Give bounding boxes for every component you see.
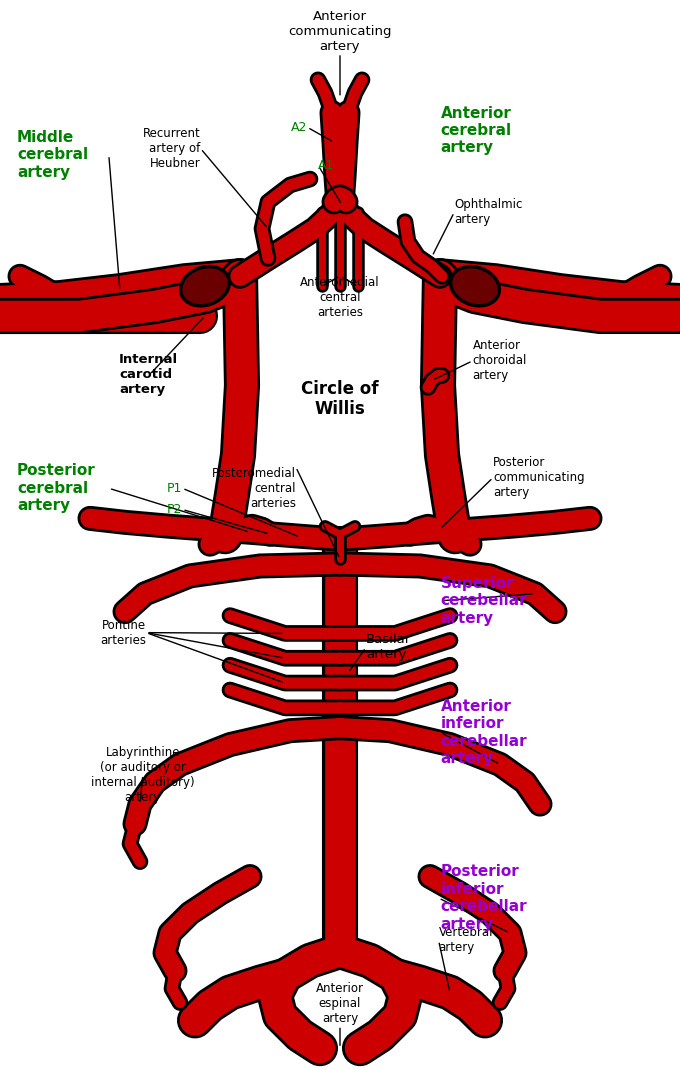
Text: Posterior
communicating
artery: Posterior communicating artery bbox=[493, 456, 585, 499]
Text: Anterior
inferior
cerebellar
artery: Anterior inferior cerebellar artery bbox=[441, 699, 527, 766]
Text: Ophthalmic
artery: Ophthalmic artery bbox=[454, 198, 523, 226]
Text: Posterior
cerebral
artery: Posterior cerebral artery bbox=[17, 463, 96, 514]
Text: Anteromedial
central
arteries: Anteromedial central arteries bbox=[300, 276, 380, 319]
Text: Anterior
choroidal
artery: Anterior choroidal artery bbox=[473, 339, 527, 382]
Text: Basilar
artery: Basilar artery bbox=[366, 633, 411, 661]
Text: Posterior
inferior
cerebellar
artery: Posterior inferior cerebellar artery bbox=[441, 865, 527, 932]
Text: Superior
cerebellar
artery: Superior cerebellar artery bbox=[441, 576, 527, 626]
Text: Posteromedial
central
arteries: Posteromedial central arteries bbox=[211, 467, 296, 510]
Text: Circle of
Willis: Circle of Willis bbox=[301, 380, 379, 418]
Text: Pontine
arteries: Pontine arteries bbox=[100, 618, 146, 646]
Text: A2: A2 bbox=[291, 121, 307, 134]
Text: Labyrinthine
(or auditory or
internal auditory)
artery: Labyrinthine (or auditory or internal au… bbox=[91, 746, 194, 804]
Text: Middle
cerebral
artery: Middle cerebral artery bbox=[17, 129, 88, 180]
Text: A1: A1 bbox=[318, 159, 335, 172]
Text: P2: P2 bbox=[167, 503, 182, 516]
Text: Vertebral
artery: Vertebral artery bbox=[439, 927, 493, 954]
Text: Recurrent
artery of
Heubner: Recurrent artery of Heubner bbox=[143, 127, 201, 170]
Text: P1: P1 bbox=[167, 482, 182, 494]
Text: Anterior
communicating
artery: Anterior communicating artery bbox=[288, 10, 392, 54]
Text: Anterior
espinal
artery: Anterior espinal artery bbox=[316, 982, 364, 1025]
Ellipse shape bbox=[181, 266, 229, 306]
Ellipse shape bbox=[451, 266, 499, 306]
Text: Internal
carotid
artery: Internal carotid artery bbox=[119, 353, 178, 396]
Text: Anterior
cerebral
artery: Anterior cerebral artery bbox=[441, 106, 512, 155]
